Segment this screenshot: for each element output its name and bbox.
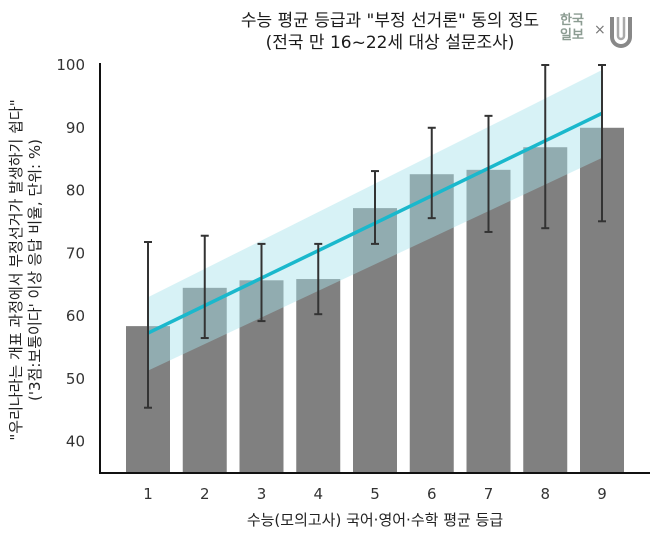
error-bars [144,64,606,409]
error-bar [144,241,152,409]
x-tick-label: 7 [484,485,494,503]
y-tick-label: 90 [66,119,85,137]
logo: 한국 일보 × [560,13,640,51]
x-tick-label: 5 [370,485,380,503]
y-tick-label: 70 [66,244,85,262]
error-bar [314,242,323,316]
x-tick-label: 3 [257,485,267,503]
y-axis-ticks: 40 50 60 70 80 90 100 [56,56,85,451]
error-bar [484,114,493,233]
x-axis-ticks: 1 2 3 4 5 6 7 8 9 [143,485,607,503]
y-tick-label: 60 [66,307,85,325]
x-tick-label: 6 [427,485,437,503]
bars [126,127,624,474]
u-magnet-logo-icon [610,17,632,48]
x-tick-label: 8 [540,485,550,503]
chart-subtitle: (전국 만 16~22세 대상 설문조사) [265,33,515,53]
y-tick-label: 50 [66,370,85,388]
y-axis-title-line1: "우리나라는 개표 과정에서 부정선거가 발생하기 쉽다" [7,99,25,440]
y-tick-label: 40 [66,433,85,451]
error-bar [200,234,209,340]
y-axis-title: "우리나라는 개표 과정에서 부정선거가 발생하기 쉽다" ('3점:보통이다' … [7,99,44,440]
chart-title: 수능 평균 등급과 "부정 선거론" 동의 정도 (전국 만 16~22세 대상… [200,10,580,54]
x-axis-title: 수능(모의고사) 국어·영어·수학 평균 등급 [247,511,504,529]
bar-grade-5 [353,208,397,474]
bar-grade-6 [409,174,454,474]
logo-text-line1: 한국 [560,13,584,28]
x-tick-label: 1 [143,485,153,503]
hankook-ilbo-logo: 한국 일보 [560,13,590,43]
error-bar [427,126,436,220]
logo-separator: × [594,22,606,38]
axes [99,63,650,474]
y-axis-title-line2: ('3점:보통이다' 이상 응답 비율, 단위: %) [26,139,44,401]
x-tick-label: 4 [313,485,323,503]
error-bar [598,64,606,223]
x-tick-label: 2 [200,485,210,503]
error-bar [541,64,550,230]
error-bar [257,242,266,323]
y-tick-label: 100 [56,56,85,74]
chart-title-line1: 수능 평균 등급과 "부정 선거론" 동의 정도 [240,11,540,31]
error-bar [371,170,379,245]
y-tick-label: 80 [66,182,85,200]
logo-text-line2: 일보 [560,28,584,43]
x-tick-label: 9 [597,485,607,503]
